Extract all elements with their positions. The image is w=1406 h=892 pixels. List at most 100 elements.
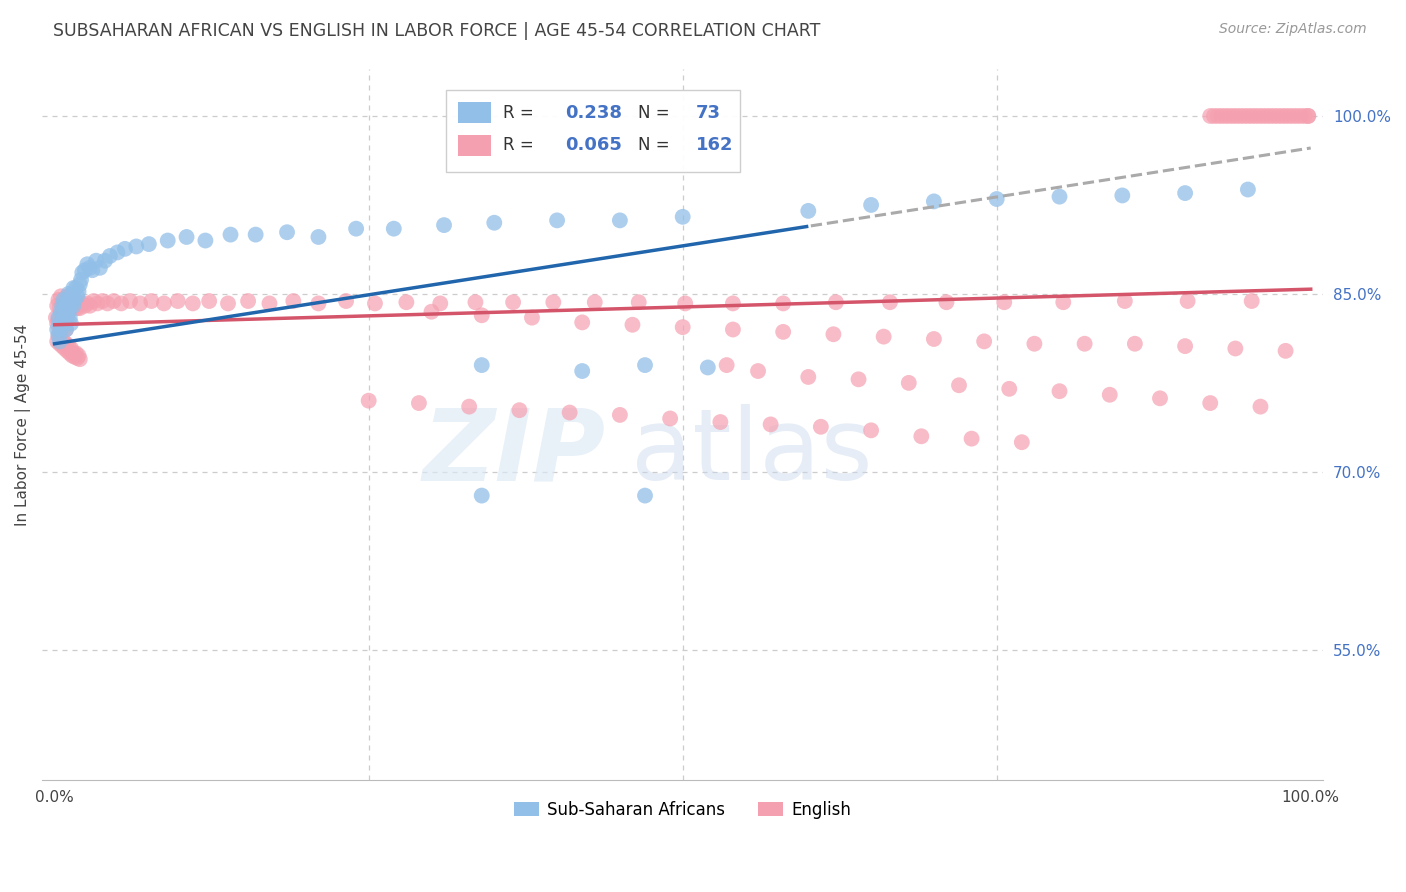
Point [156, 234, 179, 248]
Point [1263, 109, 1285, 123]
Point [471, 358, 494, 372]
Point [70, 273, 93, 287]
Point [82, 263, 104, 277]
Text: SUBSAHARAN AFRICAN VS ENGLISH IN LABOR FORCE | AGE 45-54 CORRELATION CHART: SUBSAHARAN AFRICAN VS ENGLISH IN LABOR F… [53, 22, 821, 40]
Point [696, 360, 718, 375]
Point [1285, 109, 1308, 123]
Point [73, 299, 96, 313]
Point [48, 317, 70, 331]
Point [67, 296, 90, 310]
Point [1240, 293, 1263, 308]
Point [1011, 435, 1033, 450]
Point [1289, 109, 1312, 123]
Point [48, 293, 70, 307]
Point [759, 417, 782, 432]
Point [382, 221, 405, 235]
Point [49, 289, 72, 303]
Point [335, 293, 357, 308]
Point [48, 336, 70, 351]
Point [484, 216, 506, 230]
Text: ZIP: ZIP [423, 404, 606, 501]
Point [672, 210, 695, 224]
Point [59, 342, 82, 356]
Point [62, 281, 84, 295]
Text: R =: R = [503, 136, 540, 154]
Y-axis label: In Labor Force | Age 45-54: In Labor Force | Age 45-54 [15, 323, 31, 525]
Point [94, 253, 117, 268]
Point [571, 364, 593, 378]
Point [48, 328, 70, 343]
Point [65, 346, 87, 360]
Text: atlas: atlas [631, 404, 873, 501]
Point [60, 349, 83, 363]
Point [46, 317, 69, 331]
Point [89, 260, 111, 275]
Point [464, 295, 486, 310]
Point [860, 423, 883, 437]
Point [66, 301, 89, 315]
Point [62, 299, 84, 313]
Text: 0.238: 0.238 [565, 103, 621, 121]
Point [52, 322, 75, 336]
Point [1294, 109, 1316, 123]
Point [59, 310, 82, 325]
Point [429, 296, 451, 310]
Point [721, 296, 744, 310]
Point [66, 289, 89, 303]
Point [571, 315, 593, 329]
Point [1123, 336, 1146, 351]
Point [48, 301, 70, 315]
Point [72, 296, 94, 310]
Text: Source: ZipAtlas.com: Source: ZipAtlas.com [1219, 22, 1367, 37]
Point [194, 234, 217, 248]
FancyBboxPatch shape [446, 90, 741, 172]
Point [998, 382, 1021, 396]
Point [56, 343, 79, 358]
Point [1296, 109, 1319, 123]
Point [63, 293, 86, 307]
Point [357, 393, 380, 408]
Point [897, 376, 920, 390]
Point [879, 295, 901, 310]
Point [56, 310, 79, 325]
Point [672, 320, 695, 334]
Point [49, 308, 72, 322]
Point [53, 342, 76, 356]
Point [1244, 109, 1267, 123]
Text: N =: N = [638, 103, 675, 121]
Point [1049, 189, 1071, 203]
Point [96, 296, 118, 310]
Point [51, 317, 73, 331]
Point [58, 339, 80, 353]
Point [797, 203, 820, 218]
Point [51, 315, 73, 329]
Point [716, 358, 738, 372]
Point [129, 296, 152, 310]
Point [848, 372, 870, 386]
Point [1225, 342, 1247, 356]
Point [49, 322, 72, 336]
Point [520, 310, 543, 325]
Point [48, 322, 70, 336]
Point [1202, 109, 1225, 123]
Point [543, 295, 565, 310]
Point [1249, 109, 1271, 123]
Point [52, 303, 75, 318]
Text: R =: R = [503, 103, 540, 121]
Point [153, 296, 176, 310]
Point [810, 419, 832, 434]
Point [52, 293, 75, 307]
Point [1249, 400, 1271, 414]
Point [60, 301, 83, 315]
Point [1222, 109, 1244, 123]
Point [76, 257, 98, 271]
Point [1229, 109, 1251, 123]
Point [84, 253, 107, 268]
Point [1199, 396, 1222, 410]
Point [65, 293, 87, 308]
Point [408, 396, 430, 410]
Point [772, 296, 794, 310]
Point [1237, 182, 1260, 196]
Point [1049, 384, 1071, 399]
Point [621, 318, 644, 332]
